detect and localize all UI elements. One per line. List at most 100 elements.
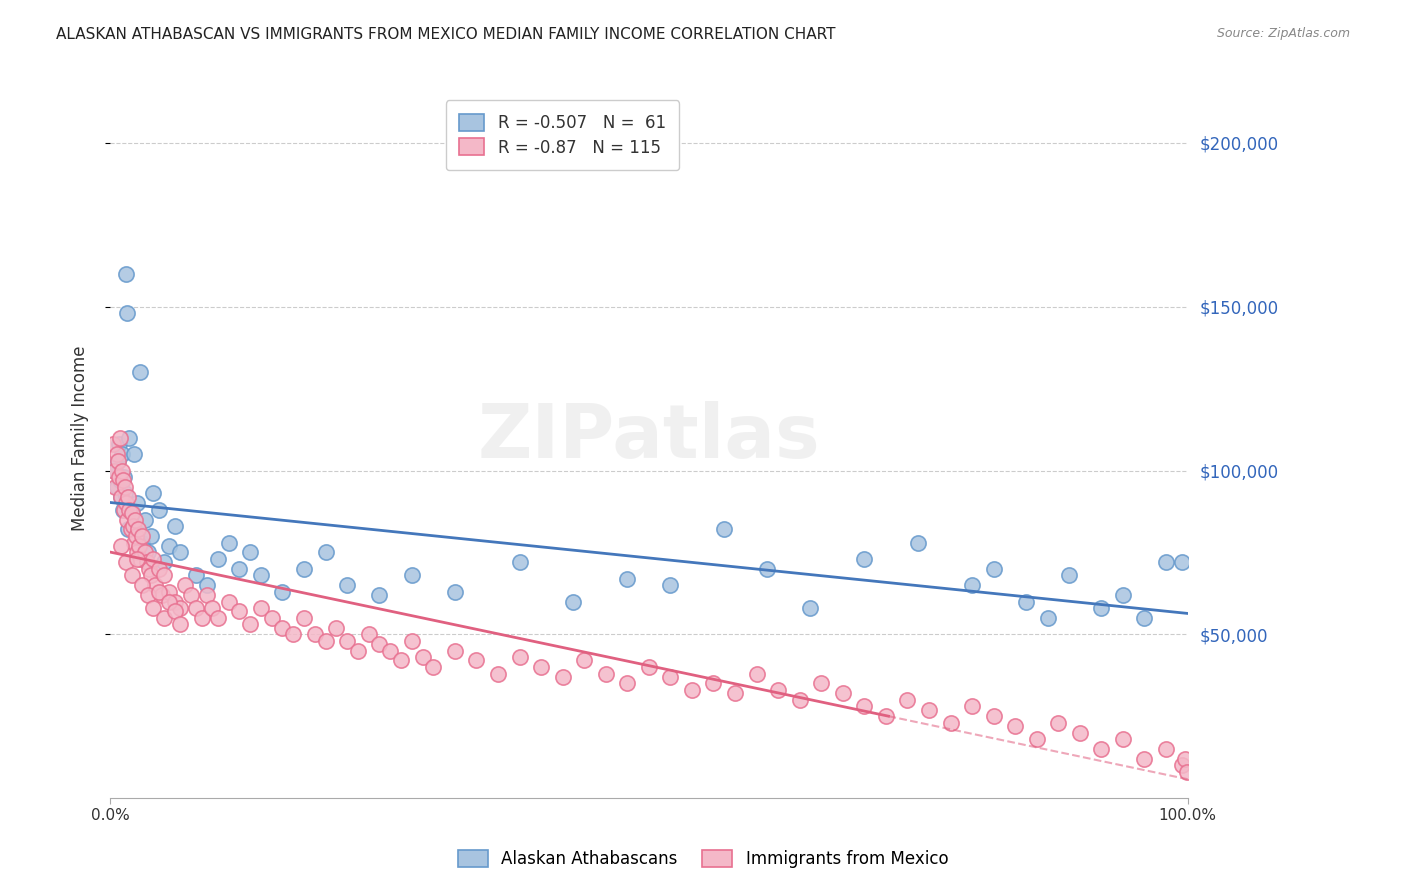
Point bbox=[702, 676, 724, 690]
Point bbox=[163, 519, 186, 533]
Point bbox=[131, 578, 153, 592]
Point bbox=[131, 535, 153, 549]
Point bbox=[853, 552, 876, 566]
Point bbox=[114, 480, 136, 494]
Point bbox=[135, 555, 157, 569]
Point bbox=[724, 686, 747, 700]
Text: ALASKAN ATHABASCAN VS IMMIGRANTS FROM MEXICO MEDIAN FAMILY INCOME CORRELATION CH: ALASKAN ATHABASCAN VS IMMIGRANTS FROM ME… bbox=[56, 27, 835, 42]
Point bbox=[228, 562, 250, 576]
Point bbox=[169, 617, 191, 632]
Point bbox=[139, 568, 162, 582]
Point bbox=[115, 267, 138, 281]
Point bbox=[114, 486, 136, 500]
Point bbox=[131, 529, 153, 543]
Point bbox=[1133, 752, 1156, 766]
Point bbox=[150, 588, 173, 602]
Point bbox=[412, 650, 434, 665]
Point bbox=[595, 666, 617, 681]
Point bbox=[960, 699, 983, 714]
Point bbox=[121, 568, 143, 582]
Point bbox=[163, 594, 186, 608]
Point bbox=[509, 650, 531, 665]
Point bbox=[401, 568, 423, 582]
Point bbox=[111, 473, 134, 487]
Point bbox=[572, 653, 595, 667]
Point bbox=[401, 633, 423, 648]
Point bbox=[148, 562, 170, 576]
Point bbox=[357, 627, 380, 641]
Point bbox=[122, 447, 145, 461]
Point bbox=[250, 601, 273, 615]
Point bbox=[112, 470, 135, 484]
Point bbox=[1112, 732, 1135, 747]
Point bbox=[810, 676, 832, 690]
Point bbox=[118, 431, 141, 445]
Point bbox=[756, 562, 779, 576]
Point bbox=[389, 653, 412, 667]
Point bbox=[169, 601, 191, 615]
Point bbox=[292, 562, 315, 576]
Point bbox=[138, 562, 160, 576]
Point bbox=[110, 490, 132, 504]
Point bbox=[486, 666, 509, 681]
Point bbox=[105, 480, 128, 494]
Point bbox=[110, 539, 132, 553]
Point bbox=[112, 503, 135, 517]
Point bbox=[766, 683, 789, 698]
Point bbox=[616, 676, 638, 690]
Point bbox=[681, 683, 703, 698]
Point bbox=[122, 535, 145, 549]
Point bbox=[918, 703, 941, 717]
Point bbox=[118, 503, 141, 517]
Point bbox=[139, 529, 162, 543]
Point bbox=[107, 470, 129, 484]
Point bbox=[125, 496, 148, 510]
Point bbox=[239, 617, 262, 632]
Point bbox=[283, 627, 305, 641]
Point bbox=[169, 545, 191, 559]
Point bbox=[195, 588, 218, 602]
Point bbox=[117, 490, 139, 504]
Point bbox=[186, 568, 208, 582]
Legend: Alaskan Athabascans, Immigrants from Mexico: Alaskan Athabascans, Immigrants from Mex… bbox=[451, 843, 955, 875]
Point bbox=[128, 539, 150, 553]
Point bbox=[121, 519, 143, 533]
Point bbox=[551, 670, 574, 684]
Point bbox=[125, 529, 148, 543]
Point bbox=[218, 535, 240, 549]
Point bbox=[659, 578, 682, 592]
Text: Source: ZipAtlas.com: Source: ZipAtlas.com bbox=[1216, 27, 1350, 40]
Point bbox=[104, 463, 127, 477]
Point bbox=[336, 578, 359, 592]
Point bbox=[304, 627, 326, 641]
Point bbox=[121, 506, 143, 520]
Point bbox=[117, 513, 139, 527]
Point bbox=[218, 594, 240, 608]
Point bbox=[1025, 732, 1047, 747]
Point bbox=[562, 594, 585, 608]
Point bbox=[174, 578, 197, 592]
Point bbox=[1112, 588, 1135, 602]
Point bbox=[380, 643, 402, 657]
Point bbox=[143, 578, 166, 592]
Point bbox=[136, 545, 159, 559]
Point bbox=[616, 572, 638, 586]
Point bbox=[111, 447, 134, 461]
Point bbox=[831, 686, 853, 700]
Point bbox=[148, 503, 170, 517]
Point bbox=[103, 463, 125, 477]
Point bbox=[134, 513, 156, 527]
Point bbox=[103, 437, 125, 451]
Point bbox=[368, 588, 391, 602]
Point bbox=[107, 437, 129, 451]
Point bbox=[530, 660, 553, 674]
Point bbox=[111, 463, 134, 477]
Point bbox=[465, 653, 488, 667]
Point bbox=[142, 486, 165, 500]
Point bbox=[509, 555, 531, 569]
Point bbox=[115, 496, 138, 510]
Point bbox=[104, 480, 127, 494]
Point bbox=[1015, 594, 1038, 608]
Point bbox=[157, 594, 180, 608]
Point bbox=[325, 621, 347, 635]
